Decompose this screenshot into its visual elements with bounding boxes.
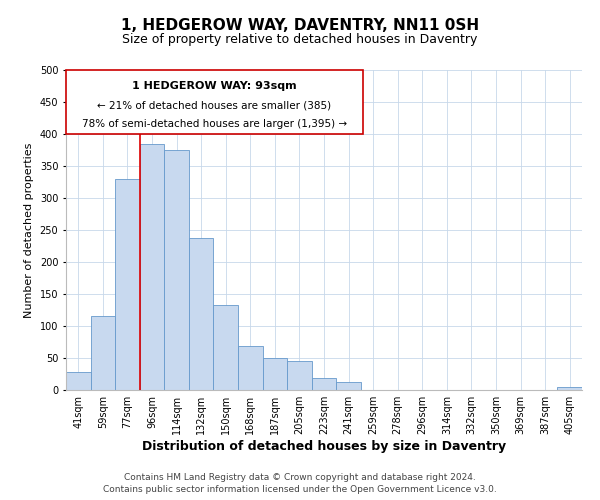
Bar <box>115 179 140 390</box>
Y-axis label: Number of detached properties: Number of detached properties <box>24 142 34 318</box>
Bar <box>140 144 164 390</box>
Bar <box>312 378 336 390</box>
Bar <box>214 305 238 390</box>
Text: 1 HEDGEROW WAY: 93sqm: 1 HEDGEROW WAY: 93sqm <box>132 81 296 91</box>
Text: 78% of semi-detached houses are larger (1,395) →: 78% of semi-detached houses are larger (… <box>82 120 347 130</box>
Bar <box>287 361 312 390</box>
X-axis label: Distribution of detached houses by size in Daventry: Distribution of detached houses by size … <box>142 440 506 453</box>
Text: Size of property relative to detached houses in Daventry: Size of property relative to detached ho… <box>122 32 478 46</box>
FancyBboxPatch shape <box>66 70 362 134</box>
Text: Contains public sector information licensed under the Open Government Licence v3: Contains public sector information licen… <box>103 486 497 494</box>
Bar <box>164 150 189 390</box>
Bar <box>238 346 263 390</box>
Bar <box>91 316 115 390</box>
Bar <box>557 387 582 390</box>
Text: ← 21% of detached houses are smaller (385): ← 21% of detached houses are smaller (38… <box>97 100 331 110</box>
Text: 1, HEDGEROW WAY, DAVENTRY, NN11 0SH: 1, HEDGEROW WAY, DAVENTRY, NN11 0SH <box>121 18 479 32</box>
Bar <box>336 382 361 390</box>
Text: Contains HM Land Registry data © Crown copyright and database right 2024.: Contains HM Land Registry data © Crown c… <box>124 473 476 482</box>
Bar <box>189 238 214 390</box>
Bar <box>263 358 287 390</box>
Bar <box>66 372 91 390</box>
